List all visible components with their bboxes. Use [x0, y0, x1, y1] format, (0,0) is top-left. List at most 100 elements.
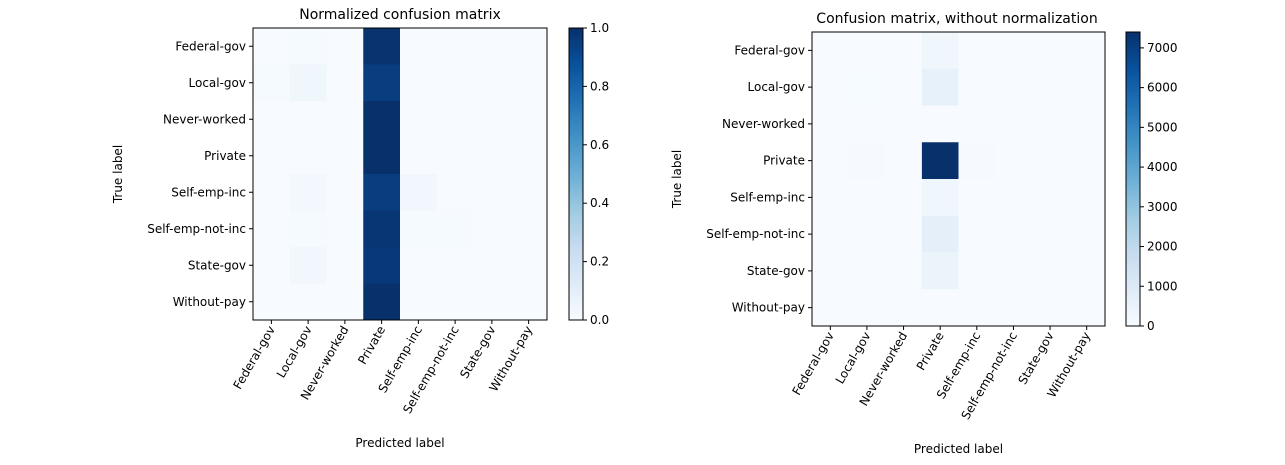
chart1-cell-6-1: [289, 247, 327, 284]
chart1-cell-5-7: [510, 210, 548, 248]
chart2-cell-3-4: [958, 142, 996, 180]
chart2-cell-2-5: [995, 105, 1033, 143]
chart2-cbtick-label-0: 0: [1147, 319, 1155, 333]
chart1-ylabel: True label: [111, 145, 125, 204]
chart1-cell-1-6: [473, 64, 511, 102]
chart1-cell-3-4: [400, 137, 438, 175]
chart2-cell-3-3: [921, 142, 960, 180]
chart1-plot-frame: [252, 27, 548, 321]
chart2-cell-4-2: [885, 179, 923, 217]
chart2-plot-frame: [811, 31, 1106, 327]
chart2-cell-2-4: [958, 105, 996, 143]
chart1-cell-5-3: [363, 210, 401, 248]
chart1-cell-2-2: [326, 101, 364, 138]
chart1-cell-7-7: [510, 283, 548, 321]
chart1-cell-7-1: [289, 283, 327, 321]
chart2-cell-7-0: [812, 289, 850, 327]
chart2-cell-4-4: [958, 179, 996, 217]
chart2-cell-3-0: [812, 142, 850, 180]
chart2-cell-0-2: [885, 32, 923, 70]
chart2-ytick-label-7: Without-pay: [732, 301, 805, 315]
chart1-cell-4-6: [473, 174, 511, 211]
chart2-cell-5-2: [885, 215, 923, 253]
chart1-cell-2-5: [436, 101, 474, 138]
chart2-cell-4-6: [1031, 179, 1069, 217]
chart2-cell-7-6: [1031, 289, 1069, 327]
chart1-cell-7-6: [473, 283, 511, 321]
chart2-ytick-label-4: Self-emp-inc: [730, 190, 805, 204]
chart2-cbtick-label-1: 1000: [1147, 279, 1178, 293]
chart2-cell-1-1: [848, 68, 886, 106]
chart2-cell-1-0: [812, 68, 850, 106]
chart1-cell-6-3: [363, 247, 401, 284]
chart1-cell-7-0: [253, 283, 291, 321]
chart2-cell-1-7: [1068, 68, 1106, 106]
chart2-cell-3-5: [995, 142, 1033, 180]
chart1-cell-6-4: [400, 247, 438, 284]
chart1-cell-3-0: [253, 137, 291, 175]
chart2-cbtick-label-6: 6000: [1147, 81, 1178, 95]
chart1-xtick-label-0: Federal-gov: [231, 324, 278, 392]
chart1-title: Normalized confusion matrix: [299, 7, 501, 23]
chart2-cell-3-6: [1031, 142, 1069, 180]
chart1-cell-4-3: [363, 174, 401, 211]
chart2-xtick-label-1: Local-gov: [833, 330, 874, 387]
chart2-ytick-label-1: Local-gov: [748, 80, 806, 94]
chart2-cell-7-2: [885, 289, 923, 327]
chart1-xtick-label-6: State-gov: [457, 324, 498, 381]
chart2-cell-6-6: [1031, 252, 1069, 290]
chart2-cell-0-3: [921, 32, 960, 70]
chart1-cell-5-0: [253, 210, 291, 248]
chart2-cell-1-6: [1031, 68, 1069, 106]
chart2-cell-7-7: [1068, 289, 1106, 327]
chart2-cell-4-7: [1068, 179, 1106, 217]
chart2-cell-6-4: [958, 252, 996, 290]
chart1-cbtick-label-3: 0.6: [590, 138, 609, 152]
chart2-cell-4-5: [995, 179, 1033, 217]
chart2-cell-0-4: [958, 32, 996, 70]
chart2-title: Confusion matrix, without normalization: [816, 11, 1097, 27]
chart1-cell-1-1: [289, 64, 327, 102]
chart1-ytick-label-1: Local-gov: [189, 76, 247, 90]
chart1-cell-5-4: [400, 210, 438, 248]
chart1-cell-6-2: [326, 247, 364, 284]
chart2-cell-6-0: [812, 252, 850, 290]
chart2-cell-2-7: [1068, 105, 1106, 143]
chart2-cell-5-1: [848, 215, 886, 253]
chart1: Normalized confusion matrix Federal-gov Lo…: [111, 7, 609, 450]
chart1-ytick-label-7: Without-pay: [173, 295, 246, 309]
chart1-cell-0-0: [253, 28, 291, 65]
chart2-ytick-label-0: Federal-gov: [734, 43, 805, 57]
chart2-cell-7-3: [921, 289, 960, 327]
chart1-cbtick-label-0: 0.0: [590, 313, 609, 327]
chart2-cell-1-3: [921, 68, 960, 106]
chart1-cell-2-4: [400, 101, 438, 138]
chart1-xlabel: Predicted label: [355, 436, 444, 450]
chart1-ytick-label-4: Self-emp-inc: [171, 185, 246, 199]
chart1-cell-2-7: [510, 101, 548, 138]
chart2-cell-6-1: [848, 252, 886, 290]
chart2-cell-2-2: [885, 105, 923, 143]
chart1-cell-5-2: [326, 210, 364, 248]
chart1-cell-4-2: [326, 174, 364, 211]
chart2-cell-4-1: [848, 179, 886, 217]
chart2-ytick-label-6: State-gov: [747, 264, 805, 278]
chart2-ytick-label-5: Self-emp-not-inc: [706, 227, 805, 241]
chart1-cell-0-6: [473, 28, 511, 65]
chart1-cell-5-5: [436, 210, 474, 248]
chart1-cell-1-5: [436, 64, 474, 102]
chart1-ytick-label-5: Self-emp-not-inc: [147, 222, 246, 236]
chart1-cbtick-label-2: 0.4: [590, 196, 609, 210]
chart2-cell-5-7: [1068, 215, 1106, 253]
chart2-xtick-label-6: State-gov: [1015, 330, 1056, 387]
chart2-cell-1-5: [995, 68, 1033, 106]
chart2-cbtick-label-3: 3000: [1147, 200, 1178, 214]
chart1-cell-7-3: [363, 283, 401, 321]
chart1-cell-0-7: [510, 28, 548, 65]
chart1-ytick-label-2: Never-worked: [163, 112, 246, 126]
chart2-cell-5-6: [1031, 215, 1069, 253]
chart1-cell-0-2: [326, 28, 364, 65]
chart2-colorbar: [1125, 31, 1141, 327]
chart1-cell-6-5: [436, 247, 474, 284]
